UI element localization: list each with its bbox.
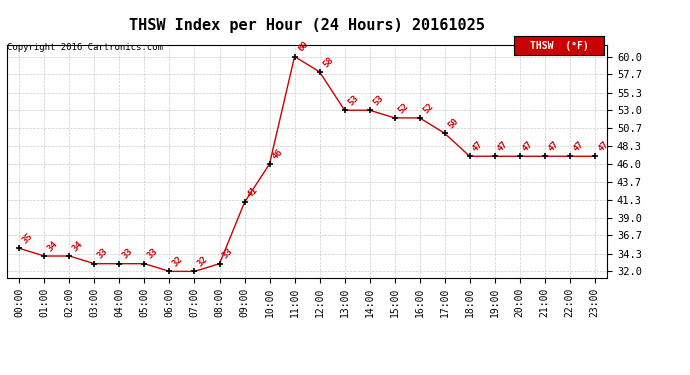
Text: 46: 46 (271, 147, 285, 161)
Text: 47: 47 (471, 140, 485, 153)
Title: THSW Index per Hour (24 Hours) 20161025: THSW Index per Hour (24 Hours) 20161025 (129, 18, 485, 33)
Text: Copyright 2016 Cartronics.com: Copyright 2016 Cartronics.com (7, 43, 163, 52)
Text: 41: 41 (246, 186, 260, 200)
Text: 33: 33 (121, 247, 135, 261)
Text: 33: 33 (146, 247, 160, 261)
Text: 47: 47 (596, 140, 610, 153)
Text: 47: 47 (571, 140, 585, 153)
Text: 47: 47 (546, 140, 560, 153)
Text: 47: 47 (521, 140, 535, 153)
Text: 52: 52 (421, 101, 435, 115)
Text: 32: 32 (171, 255, 185, 268)
Text: 58: 58 (321, 55, 335, 69)
Text: 60: 60 (296, 40, 310, 54)
Text: 32: 32 (196, 255, 210, 268)
Text: 34: 34 (46, 239, 60, 253)
Text: 53: 53 (371, 93, 385, 108)
Text: 34: 34 (71, 239, 85, 253)
Text: 50: 50 (446, 117, 460, 130)
Text: 47: 47 (496, 140, 510, 153)
Text: 53: 53 (346, 93, 360, 108)
Text: 35: 35 (21, 232, 34, 246)
Text: 33: 33 (221, 247, 235, 261)
Text: 33: 33 (96, 247, 110, 261)
Text: 52: 52 (396, 101, 410, 115)
